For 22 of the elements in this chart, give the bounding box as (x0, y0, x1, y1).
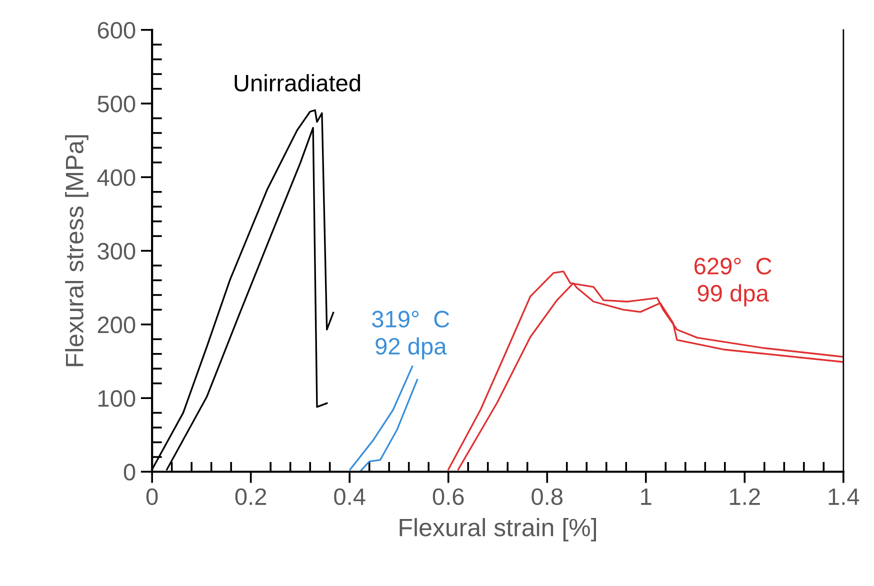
x-tick-label: 0.4 (334, 488, 366, 506)
x-tick-label: 0.8 (532, 488, 563, 506)
x-tick-label: 1.2 (730, 488, 760, 505)
y-tick-label: 600 (98, 22, 136, 39)
line-series (359, 378, 418, 472)
x-tick-label: 0.2 (235, 488, 266, 506)
y-axis-title: Flexural stress [MPa] (65, 135, 88, 366)
y-tick-label: 0 (124, 464, 136, 481)
annotation: 629° C 99 dpa (694, 258, 772, 306)
y-tick-label: 500 (98, 96, 136, 112)
y-tick-label: 400 (97, 169, 136, 186)
annotation: 319° C 92 dpa (372, 310, 450, 360)
x-tick-label: 0 (146, 488, 158, 506)
y-tick-label: 300 (98, 242, 136, 260)
x-axis-title: Flexural strain [%] (400, 518, 596, 542)
x-tick-label: 1 (641, 488, 652, 505)
line-series (349, 366, 414, 470)
annotation: Unirradiated (234, 74, 360, 92)
x-tick-label: 0.6 (432, 488, 464, 506)
y-tick-label: 200 (98, 316, 136, 334)
y-tick-label: 100 (98, 390, 136, 407)
x-tick-label: 1.4 (828, 488, 860, 505)
